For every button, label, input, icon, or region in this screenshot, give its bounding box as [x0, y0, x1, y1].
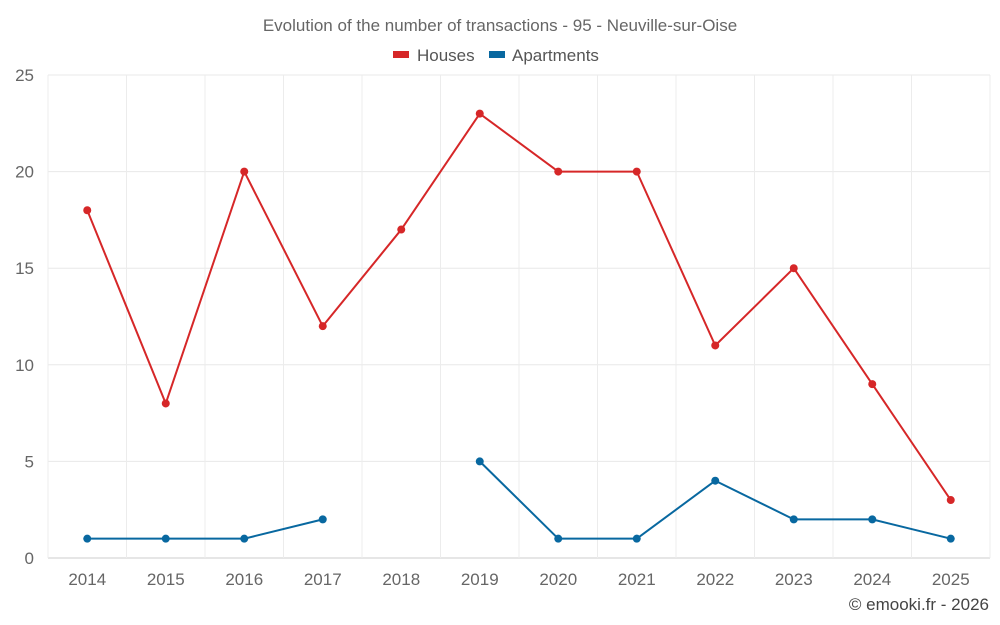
data-point-apartments — [946, 534, 955, 543]
legend-swatch-apartments — [489, 51, 505, 58]
data-point-apartments — [161, 534, 170, 543]
x-tick-label: 2020 — [539, 570, 577, 589]
legend-swatch-houses — [393, 51, 409, 58]
x-tick-label: 2019 — [461, 570, 499, 589]
data-point-houses — [318, 322, 327, 331]
y-tick-label: 25 — [15, 66, 34, 85]
data-point-houses — [711, 341, 720, 350]
data-point-houses — [397, 225, 406, 234]
legend-label-houses: Houses — [417, 46, 475, 65]
data-point-apartments — [554, 534, 563, 543]
grid — [47, 74, 991, 559]
x-tick-label: 2025 — [932, 570, 970, 589]
x-tick-label: 2017 — [304, 570, 342, 589]
data-point-apartments — [632, 534, 641, 543]
x-tick-label: 2018 — [382, 570, 420, 589]
chart-title: Evolution of the number of transactions … — [263, 16, 737, 35]
series-line-apartments — [87, 518, 323, 540]
x-tick-label: 2016 — [225, 570, 263, 589]
x-tick-label: 2021 — [618, 570, 656, 589]
data-point-houses — [240, 167, 249, 176]
series-line-apartments — [479, 460, 951, 540]
series-line-houses — [86, 112, 952, 501]
data-point-apartments — [868, 515, 877, 524]
x-tick-label: 2023 — [775, 570, 813, 589]
y-tick-label: 20 — [15, 163, 34, 182]
data-point-houses — [83, 206, 92, 215]
data-point-houses — [554, 167, 563, 176]
x-tick-label: 2014 — [68, 570, 106, 589]
y-tick-label: 5 — [25, 452, 34, 471]
data-point-houses — [789, 264, 798, 273]
data-point-houses — [946, 496, 955, 505]
x-tick-label: 2015 — [147, 570, 185, 589]
series-houses — [83, 109, 955, 505]
legend: Houses Apartments — [393, 46, 599, 65]
data-point-houses — [475, 109, 484, 118]
data-point-houses — [868, 380, 877, 389]
x-axis: 2014 2015 2016 2017 2018 2019 2020 2021 2022 2023… — [68, 570, 969, 589]
y-tick-label: 15 — [15, 259, 34, 278]
data-point-apartments — [240, 534, 249, 543]
y-tick-label: 0 — [25, 549, 34, 568]
data-point-apartments — [711, 476, 720, 485]
data-point-apartments — [318, 515, 327, 524]
credit-text: © emooki.fr - 2026 — [849, 595, 989, 614]
data-point-apartments — [475, 457, 484, 466]
y-axis: 0 5 10 15 20 25 — [15, 66, 34, 568]
x-tick-label: 2024 — [853, 570, 891, 589]
series-apartments — [83, 457, 955, 543]
x-tick-label: 2022 — [696, 570, 734, 589]
data-point-apartments — [83, 534, 92, 543]
data-point-houses — [632, 167, 641, 176]
series-layer — [83, 109, 955, 543]
data-point-apartments — [789, 515, 798, 524]
data-point-houses — [161, 399, 170, 408]
legend-label-apartments: Apartments — [512, 46, 599, 65]
y-tick-label: 10 — [15, 356, 34, 375]
